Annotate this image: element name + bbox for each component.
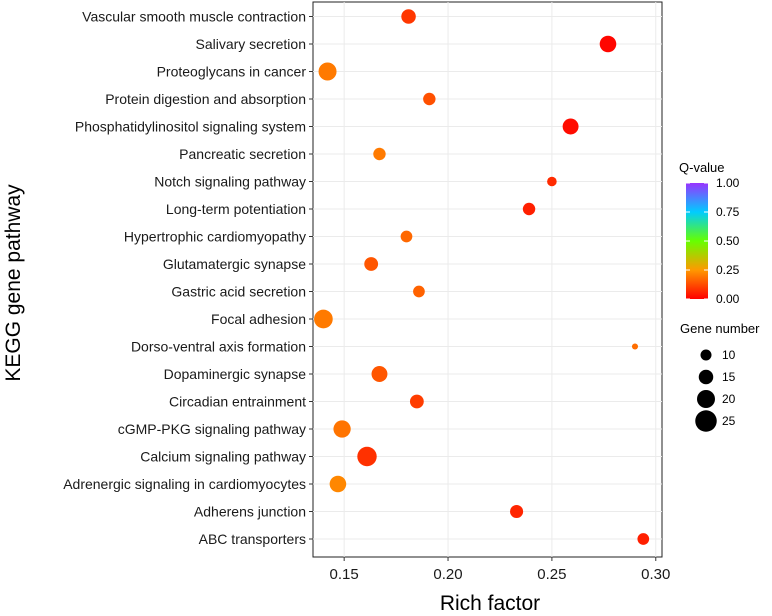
data-point xyxy=(318,62,337,81)
q-value-colorbar xyxy=(686,183,708,299)
gene-number-legend: 10 15 20 25 xyxy=(695,348,736,432)
gene-number-legend-title: Gene number xyxy=(680,321,760,336)
y-tick-label: Adherens junction xyxy=(194,504,306,520)
colorbar-tick-label: 0.75 xyxy=(716,205,740,219)
data-point xyxy=(314,309,333,329)
y-tick-label: Focal adhesion xyxy=(211,311,306,327)
colorbar-tick-label: 0.00 xyxy=(716,292,740,306)
size-legend-label: 20 xyxy=(722,392,736,406)
grid-lines xyxy=(313,2,662,557)
y-axis-title: KEGG gene pathway xyxy=(2,184,25,382)
colorbar-tick-label: 1.00 xyxy=(716,176,740,190)
y-tick-label: Dopaminergic synapse xyxy=(164,366,307,382)
y-tick-label: Pancreatic secretion xyxy=(179,146,306,162)
data-point xyxy=(547,176,557,187)
size-legend-label: 10 xyxy=(722,348,736,362)
size-legend-label: 15 xyxy=(722,370,736,384)
y-tick-label: Proteoglycans in cancer xyxy=(157,64,307,80)
y-tick-label: Adrenergic signaling in cardiomyocytes xyxy=(63,476,306,492)
y-tick-label: Notch signaling pathway xyxy=(154,174,306,190)
data-point xyxy=(637,533,650,545)
size-legend-dot xyxy=(700,349,712,361)
y-tick-label: Long-term potentiation xyxy=(166,201,306,217)
y-tick-label: Glutamatergic synapse xyxy=(163,256,306,272)
q-value-legend-title: Q-value xyxy=(679,160,725,175)
x-tick-label: 0.30 xyxy=(641,566,670,583)
data-point xyxy=(357,446,377,467)
data-point xyxy=(333,420,351,438)
y-tick-label: Vascular smooth muscle contraction xyxy=(82,9,306,25)
size-legend-label: 25 xyxy=(722,414,736,428)
data-point xyxy=(401,9,416,24)
y-tick-label: Gastric acid secretion xyxy=(171,284,306,300)
data-points xyxy=(314,9,650,545)
y-tick-label: Protein digestion and absorption xyxy=(105,91,306,107)
data-point xyxy=(409,394,424,409)
y-tick-label: Dorso-ventral axis formation xyxy=(131,339,306,355)
data-point xyxy=(400,230,413,243)
y-tick-label: Circadian entrainment xyxy=(169,394,306,410)
y-tick-label: Hypertrophic cardiomyopathy xyxy=(124,229,306,245)
size-legend-dot xyxy=(695,410,717,432)
x-axis-ticks: 0.15 0.20 0.25 0.30 xyxy=(330,557,670,583)
x-tick-label: 0.15 xyxy=(330,566,359,583)
x-tick-label: 0.20 xyxy=(433,566,462,583)
data-point xyxy=(423,92,436,106)
y-tick-label: ABC transporters xyxy=(199,531,306,547)
x-tick-label: 0.25 xyxy=(537,566,566,583)
data-point xyxy=(599,35,617,53)
y-tick-label: cGMP-PKG signaling pathway xyxy=(118,421,306,437)
data-point xyxy=(522,202,536,216)
data-point xyxy=(510,504,524,519)
plot-panel xyxy=(312,1,663,558)
data-point xyxy=(631,343,639,350)
colorbar-tick-label: 0.25 xyxy=(716,263,740,277)
data-point xyxy=(364,257,379,271)
data-point xyxy=(562,118,579,135)
colorbar-tick-label: 0.50 xyxy=(716,234,740,248)
size-legend-dot xyxy=(698,369,714,385)
y-axis-labels: Vascular smooth muscle contraction Saliva… xyxy=(63,9,313,547)
data-point xyxy=(373,147,386,161)
y-tick-label: Calcium signaling pathway xyxy=(140,449,306,465)
data-point xyxy=(413,285,425,298)
x-axis-title: Rich factor xyxy=(440,592,540,615)
y-tick-label: Phosphatidylinositol signaling system xyxy=(75,119,306,135)
data-point xyxy=(371,366,388,382)
data-point xyxy=(329,475,347,493)
y-tick-label: Salivary secretion xyxy=(196,36,307,52)
q-value-legend-ticks: 1.00 0.75 0.50 0.25 0.00 xyxy=(686,176,740,306)
size-legend-dot xyxy=(697,390,715,408)
